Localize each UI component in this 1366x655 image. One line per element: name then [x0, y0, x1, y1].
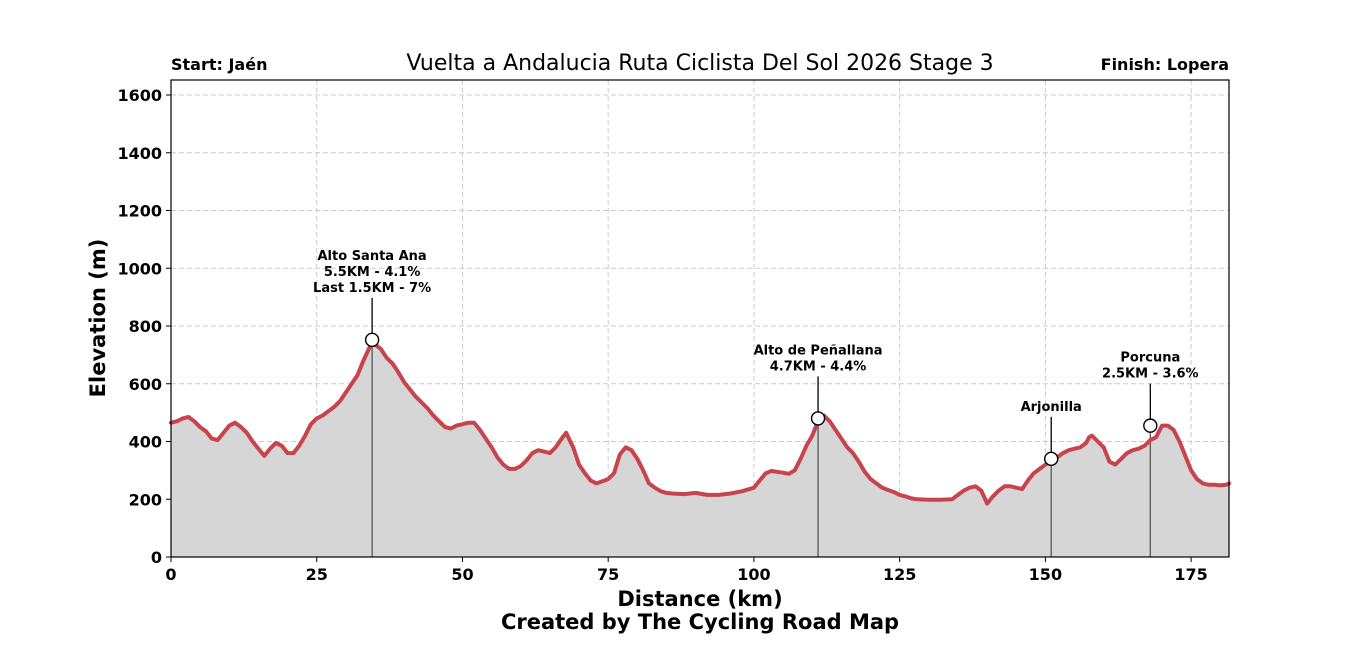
x-tick-label: 50 [451, 565, 473, 584]
annotation-text: 2.5KM - 3.6% [1102, 367, 1199, 382]
y-tick-label: 1000 [117, 259, 162, 278]
annotation-stems [371, 339, 1151, 557]
elevation-line [169, 339, 1231, 506]
x-tick-label: 150 [1029, 565, 1062, 584]
annotation-text: 5.5KM - 4.1% [324, 265, 421, 280]
x-tick-label: 0 [165, 565, 176, 584]
annotation-text: Last 1.5KM - 7% [313, 281, 431, 296]
chart-title: Vuelta a Andalucia Ruta Ciclista Del Sol… [406, 51, 993, 76]
annotation-text: Arjonilla [1021, 400, 1082, 415]
x-tick-label: 100 [737, 565, 770, 584]
annotation-text: Alto Santa Ana [318, 249, 427, 264]
x-axis-label: Distance (km) [617, 587, 782, 611]
plot-frame [170, 79, 1230, 558]
y-tick-label: 600 [129, 375, 162, 394]
annotation-text: 4.7KM - 4.4% [770, 359, 867, 374]
x-tick-label: 75 [597, 565, 619, 584]
y-axis-label: Elevation (m) [86, 239, 110, 398]
x-tick-label: 25 [306, 565, 328, 584]
finish-label: Finish: Lopera [1101, 55, 1229, 74]
annotation-text: Porcuna [1120, 351, 1180, 366]
start-label: Start: Jaén [171, 55, 267, 74]
y-tick-label: 400 [129, 433, 162, 452]
y-tick-label: 1200 [117, 202, 162, 221]
y-tick-label: 0 [151, 548, 162, 567]
x-tick-label: 125 [883, 565, 916, 584]
y-tick-label: 200 [129, 490, 162, 509]
x-axis-ticks: 0 25 50 75 100 125 150 175 [165, 557, 1208, 584]
x-tick-label: 175 [1174, 565, 1207, 584]
climb-marker-icon [364, 332, 380, 348]
credit-text: Created by The Cycling Road Map [501, 610, 899, 634]
annotation-markers [364, 297, 1158, 467]
y-tick-label: 1600 [117, 86, 162, 105]
climb-marker-icon [1143, 418, 1158, 433]
y-tick-label: 1400 [117, 144, 162, 163]
y-tick-label: 800 [129, 317, 162, 336]
climb-marker-icon [1044, 451, 1059, 467]
y-axis-ticks: 0 200 400 600 800 1000 1200 1400 1600 [117, 86, 171, 567]
elevation-area-fill [171, 341, 1229, 557]
annotation-text: Alto de Peñallana [754, 343, 883, 358]
climb-marker-icon [810, 411, 826, 426]
